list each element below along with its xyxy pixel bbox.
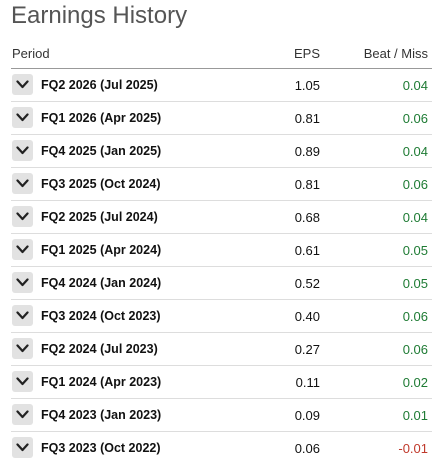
table-row: FQ1 2024 (Apr 2023) 0.11 0.02 — [11, 366, 432, 399]
beat-miss-value: -0.01 — [398, 441, 428, 456]
eps-value: 0.61 — [294, 243, 320, 258]
expand-row-button[interactable] — [12, 107, 33, 128]
eps-value: 0.81 — [294, 177, 320, 192]
chevron-down-icon — [16, 113, 29, 122]
expand-row-button[interactable] — [12, 140, 33, 161]
expand-row-button[interactable] — [12, 305, 33, 326]
table-row: FQ4 2023 (Jan 2023) 0.09 0.01 — [11, 399, 432, 432]
chevron-down-icon — [16, 245, 29, 254]
column-header-beat-miss: Beat / Miss — [363, 46, 428, 61]
period-label: FQ1 2024 (Apr 2023) — [41, 375, 162, 389]
period-label: FQ4 2024 (Jan 2024) — [41, 276, 162, 290]
earnings-table: Period EPS Beat / Miss FQ2 2026 (Jul 202… — [11, 38, 432, 465]
chevron-down-icon — [16, 146, 29, 155]
beat-miss-value: 0.06 — [402, 309, 428, 324]
period-label: FQ2 2026 (Jul 2025) — [41, 78, 158, 92]
expand-row-button[interactable] — [12, 338, 33, 359]
eps-value: 0.27 — [294, 342, 320, 357]
beat-miss-value: 0.04 — [402, 210, 428, 225]
eps-value: 0.06 — [294, 441, 320, 456]
chevron-down-icon — [16, 311, 29, 320]
table-row: FQ1 2026 (Apr 2025) 0.81 0.06 — [11, 102, 432, 135]
chevron-down-icon — [16, 80, 29, 89]
expand-row-button[interactable] — [12, 74, 33, 95]
beat-miss-value: 0.02 — [402, 375, 428, 390]
table-header: Period EPS Beat / Miss — [11, 38, 432, 69]
table-row: FQ2 2025 (Jul 2024) 0.68 0.04 — [11, 201, 432, 234]
expand-row-button[interactable] — [12, 272, 33, 293]
beat-miss-value: 0.04 — [402, 144, 428, 159]
table-row: FQ3 2023 (Oct 2022) 0.06 -0.01 — [11, 432, 432, 465]
table-row: FQ1 2025 (Apr 2024) 0.61 0.05 — [11, 234, 432, 267]
eps-value: 0.52 — [294, 276, 320, 291]
beat-miss-value: 0.01 — [402, 408, 428, 423]
eps-value: 0.81 — [294, 111, 320, 126]
period-label: FQ2 2025 (Jul 2024) — [41, 210, 158, 224]
chevron-down-icon — [16, 278, 29, 287]
chevron-down-icon — [16, 410, 29, 419]
period-label: FQ4 2023 (Jan 2023) — [41, 408, 162, 422]
expand-row-button[interactable] — [12, 173, 33, 194]
chevron-down-icon — [16, 344, 29, 353]
beat-miss-value: 0.06 — [402, 111, 428, 126]
table-row: FQ2 2024 (Jul 2023) 0.27 0.06 — [11, 333, 432, 366]
expand-row-button[interactable] — [12, 404, 33, 425]
eps-value: 0.11 — [295, 375, 320, 390]
beat-miss-value: 0.04 — [402, 78, 428, 93]
chevron-down-icon — [16, 377, 29, 386]
table-row: FQ3 2024 (Oct 2023) 0.40 0.06 — [11, 300, 432, 333]
expand-row-button[interactable] — [12, 371, 33, 392]
beat-miss-value: 0.06 — [402, 342, 428, 357]
chevron-down-icon — [16, 179, 29, 188]
beat-miss-value: 0.05 — [402, 276, 428, 291]
table-body: FQ2 2026 (Jul 2025) 1.05 0.04 FQ1 2026 (Apr… — [11, 69, 432, 465]
table-row: FQ3 2025 (Oct 2024) 0.81 0.06 — [11, 168, 432, 201]
period-label: FQ3 2023 (Oct 2022) — [41, 441, 161, 455]
period-label: FQ2 2024 (Jul 2023) — [41, 342, 158, 356]
period-label: FQ3 2025 (Oct 2024) — [41, 177, 161, 191]
page-title: Earnings History — [11, 2, 188, 29]
table-row: FQ2 2026 (Jul 2025) 1.05 0.04 — [11, 69, 432, 102]
eps-value: 0.89 — [294, 144, 320, 159]
period-label: FQ4 2025 (Jan 2025) — [41, 144, 162, 158]
eps-value: 1.05 — [294, 78, 320, 93]
table-row: FQ4 2024 (Jan 2024) 0.52 0.05 — [11, 267, 432, 300]
beat-miss-value: 0.05 — [402, 243, 428, 258]
chevron-down-icon — [16, 443, 29, 452]
column-header-period: Period — [12, 46, 50, 61]
beat-miss-value: 0.06 — [402, 177, 428, 192]
eps-value: 0.40 — [294, 309, 320, 324]
eps-value: 0.09 — [294, 408, 320, 423]
table-row: FQ4 2025 (Jan 2025) 0.89 0.04 — [11, 135, 432, 168]
expand-row-button[interactable] — [12, 206, 33, 227]
eps-value: 0.68 — [294, 210, 320, 225]
column-header-eps: EPS — [293, 46, 320, 61]
expand-row-button[interactable] — [12, 437, 33, 458]
period-label: FQ1 2025 (Apr 2024) — [41, 243, 162, 257]
period-label: FQ1 2026 (Apr 2025) — [41, 111, 162, 125]
expand-row-button[interactable] — [12, 239, 33, 260]
period-label: FQ3 2024 (Oct 2023) — [41, 309, 161, 323]
chevron-down-icon — [16, 212, 29, 221]
